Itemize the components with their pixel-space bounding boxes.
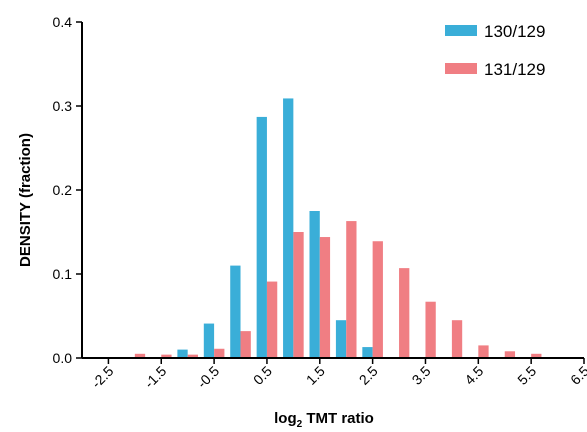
x-axis-title-main: log [274, 410, 297, 427]
bar-series-1-bin-3 [230, 265, 241, 358]
bar-series-2-bin-11 [399, 268, 410, 358]
y-tick-label: 0.2 [53, 182, 73, 198]
y-tick-label: 0.1 [53, 266, 73, 282]
x-axis-title: log2 TMT ratio [274, 410, 374, 430]
bar-series-1-bin-1 [177, 349, 188, 358]
x-tick-label: -0.5 [194, 363, 223, 392]
x-ticks: -2.5 -1.5 -0.5 0.5 1.5 2.5 3.5 4.5 5.5 6.5 [88, 358, 587, 391]
bar-series-1-bin-4 [256, 116, 267, 358]
bar-series-2-bin-2 [161, 354, 172, 358]
bar-series-2-bin-1 [134, 353, 146, 358]
x-tick-label: 2.5 [356, 363, 381, 388]
legend-label-1: 130/129 [484, 22, 545, 41]
x-tick-label: -2.5 [88, 363, 117, 392]
bar-series-2-bin-7 [293, 232, 304, 358]
bar-series-2-bin-3 [187, 354, 198, 358]
y-axis-title: DENSITY (fraction) [17, 133, 34, 267]
bar-series-2-bin-16 [531, 353, 542, 358]
bar-series-2-bin-4 [214, 348, 225, 358]
legend-swatch-2 [445, 63, 477, 74]
y-tick-label: 0.3 [53, 98, 73, 114]
legend-swatch-1 [445, 25, 477, 36]
bar-series-1-bin-2 [203, 323, 215, 358]
bars-group [134, 98, 542, 358]
legend: 130/129 131/129 [445, 22, 545, 79]
bar-series-2-bin-8 [319, 237, 331, 358]
x-tick-label: 5.5 [514, 363, 539, 388]
x-tick-label: 0.5 [250, 363, 275, 388]
bar-series-1-bin-8 [362, 347, 373, 358]
bar-series-2-bin-5 [240, 331, 251, 358]
legend-label-2: 131/129 [484, 60, 545, 79]
x-axis-title-rest: TMT ratio [302, 410, 374, 427]
bar-series-2-bin-9 [346, 221, 357, 358]
bar-series-2-bin-13 [451, 320, 463, 358]
bar-series-2-bin-15 [504, 351, 516, 358]
x-axis-title-subscript: 2 [297, 419, 303, 430]
y-tick-label: 0.0 [53, 350, 73, 366]
x-tick-label: 4.5 [461, 363, 486, 388]
bar-series-1-bin-7 [335, 320, 347, 358]
x-tick-label: 3.5 [409, 363, 434, 388]
y-tick-label: 0.4 [53, 14, 73, 30]
bar-series-1-bin-5 [283, 98, 294, 358]
x-tick-label: 1.5 [303, 363, 328, 388]
bar-series-2-bin-10 [372, 241, 383, 358]
y-ticks: 0.0 0.1 0.2 0.3 0.4 [53, 14, 82, 366]
bar-series-2-bin-14 [478, 345, 489, 358]
bar-series-2-bin-6 [266, 281, 278, 358]
x-tick-label: -1.5 [141, 363, 170, 392]
x-tick-label: 6.5 [567, 363, 587, 388]
bar-series-2-bin-12 [425, 301, 436, 358]
bar-series-1-bin-6 [309, 211, 320, 358]
